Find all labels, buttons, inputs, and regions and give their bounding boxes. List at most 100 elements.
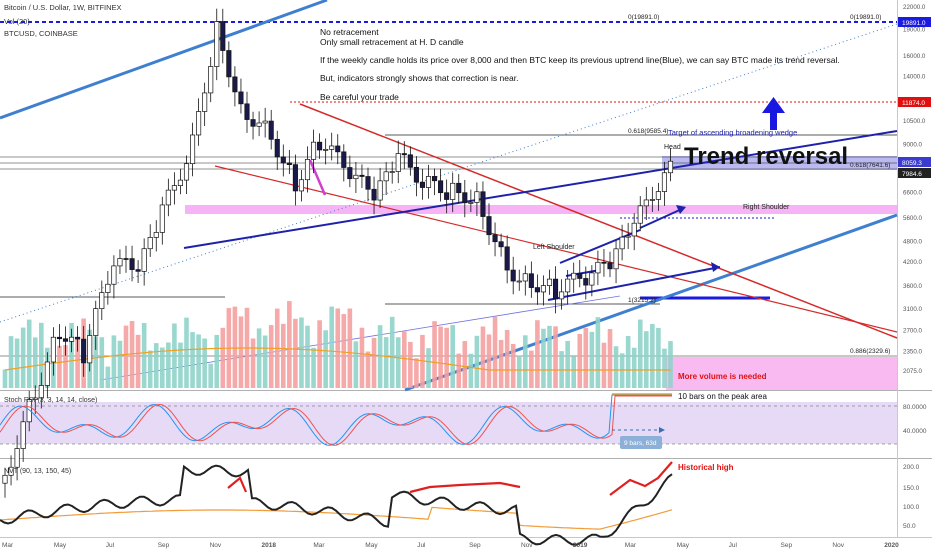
- fib-618-upper-label: 0.618(9585.4): [628, 128, 668, 135]
- volume-bar: [359, 327, 365, 388]
- volume-bar: [184, 317, 189, 388]
- candle-body: [238, 91, 244, 105]
- candle-body: [68, 336, 75, 342]
- note-careful: Be careful your trade: [320, 92, 399, 102]
- candle-body: [335, 145, 341, 153]
- candle-body: [274, 138, 280, 158]
- volume-bar: [480, 326, 486, 388]
- candle-body: [353, 174, 359, 180]
- nvt-pane[interactable]: [0, 459, 897, 537]
- candle-body: [595, 261, 601, 274]
- volume-bar: [595, 317, 601, 388]
- head-label: Head: [664, 144, 681, 151]
- volume-bar: [329, 306, 334, 388]
- volume-bar: [190, 332, 195, 388]
- volume-bar: [160, 347, 165, 388]
- volume-bar: [468, 353, 474, 388]
- volume-bar: [438, 326, 443, 388]
- candle-body: [552, 278, 559, 300]
- volume-bar: [93, 336, 99, 388]
- candle-body: [456, 182, 462, 194]
- candle-body: [347, 167, 353, 180]
- candle-body: [468, 202, 474, 204]
- candle-body: [153, 232, 159, 238]
- up-arrow-icon: [762, 97, 785, 130]
- volume-bar: [32, 337, 38, 388]
- volume-bar: [268, 325, 274, 388]
- volume-bar: [166, 342, 171, 388]
- volume-bar: [317, 320, 322, 388]
- candle-body: [171, 185, 177, 191]
- price-tick: 6600.0: [903, 190, 922, 197]
- candle-body: [280, 156, 286, 164]
- stoch-tick: 40.0000: [903, 428, 927, 435]
- candle-body: [50, 336, 56, 363]
- volume-bar: [256, 328, 262, 388]
- more-volume-label: More volume is needed: [678, 372, 767, 381]
- fib-0-right-label: 0(19891.0): [850, 14, 881, 21]
- volume-bar: [14, 338, 20, 388]
- volume-bar: [202, 338, 207, 388]
- price-tick: 3600.0: [903, 283, 922, 290]
- volume-bar: [75, 340, 80, 388]
- candle-body: [298, 179, 305, 192]
- price-badge-current-text: 8059.3: [902, 160, 922, 167]
- volume-bar: [637, 319, 643, 388]
- volume-bar: [486, 334, 492, 388]
- candle-body: [147, 237, 153, 250]
- candle-body: [546, 278, 553, 286]
- nvt-red-highlight: [227, 461, 673, 496]
- volume-bar: [353, 341, 359, 388]
- right-shoulder-arrow: [639, 207, 685, 229]
- volume-bar: [365, 351, 371, 388]
- candle-body: [589, 272, 595, 286]
- price-badge-second-text: 7984.6: [902, 171, 922, 178]
- price-tick: 2075.0: [903, 368, 922, 375]
- price-tick: 14000.0: [903, 74, 926, 81]
- volume-bar: [111, 335, 117, 388]
- candle-body: [522, 273, 528, 282]
- candle-body: [450, 182, 456, 200]
- volume-bar: [2, 369, 8, 388]
- candle-body: [432, 176, 438, 182]
- arrow-head: [676, 205, 686, 214]
- candle-body: [75, 336, 81, 340]
- volume-bar: [153, 343, 159, 388]
- candle-body: [516, 280, 522, 283]
- candle-body: [510, 269, 516, 282]
- price-badge-second: [898, 168, 931, 178]
- volume-bar: [117, 340, 123, 388]
- volume-bar: [565, 340, 570, 388]
- note-indicators: But, indicators strongly shows that corr…: [320, 73, 518, 83]
- downtrend-line-lower: [214, 165, 898, 333]
- nvt-line: [0, 464, 673, 546]
- candle-body: [444, 192, 450, 200]
- time-tick: Jul: [417, 542, 426, 549]
- time-tick: Nov: [832, 542, 844, 549]
- price-tick: 4200.0: [903, 259, 922, 266]
- broadening-wedge-upper: [183, 130, 898, 249]
- candle-body: [571, 272, 577, 280]
- candle-body: [44, 361, 50, 386]
- fib-levels: [0, 21, 897, 357]
- volume-bar: [450, 325, 455, 388]
- volume-bar: [305, 325, 310, 388]
- time-tick: Nov: [521, 542, 533, 549]
- candle-body: [268, 120, 274, 140]
- volume-bar: [281, 323, 286, 388]
- time-axis[interactable]: Mar May Jul Sep Nov 2018 Mar May Jul Sep Nov 2019 Ma…: [2, 542, 899, 549]
- price-axis[interactable]: 22000.019000.016000.014000.012000.010500…: [903, 4, 926, 375]
- time-tick: May: [54, 542, 67, 549]
- time-tick: May: [677, 542, 690, 549]
- volume-bar: [172, 323, 177, 388]
- volume-bar: [39, 322, 44, 388]
- price-badge-current: [898, 157, 931, 167]
- candle-body: [613, 248, 619, 270]
- time-tick: 2019: [573, 542, 588, 549]
- candle-body: [190, 134, 196, 165]
- candle-body: [220, 21, 226, 51]
- time-tick: Mar: [313, 542, 325, 549]
- candle-body: [486, 216, 492, 236]
- candle-body: [14, 448, 20, 468]
